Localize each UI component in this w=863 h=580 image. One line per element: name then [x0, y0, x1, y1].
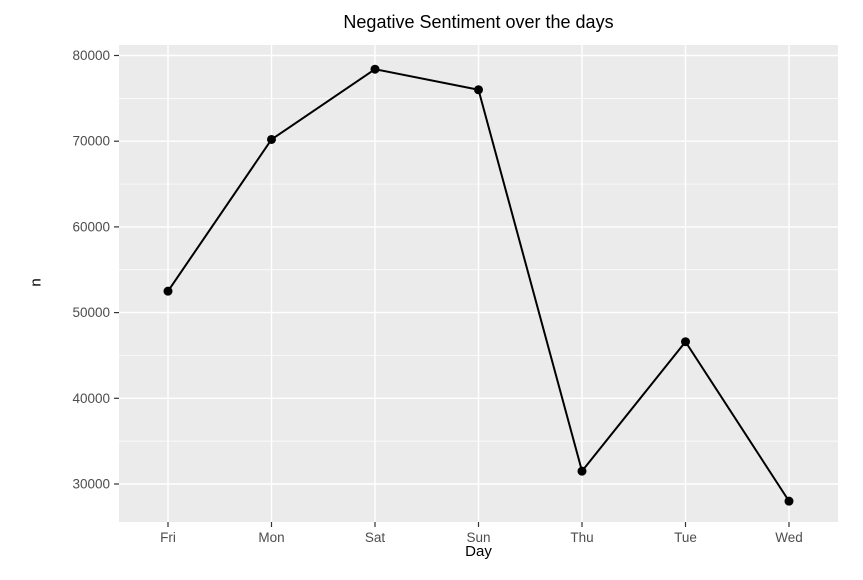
y-tick-label: 40000: [72, 391, 110, 406]
data-point-tue: [681, 337, 690, 347]
x-tick-label: Mon: [258, 530, 284, 545]
y-tick-label: 50000: [72, 305, 110, 320]
y-tick-label: 30000: [72, 477, 110, 492]
x-tick-label: Wed: [775, 530, 803, 545]
chart-title: Negative Sentiment over the days: [343, 12, 614, 32]
x-tick-label: Tue: [674, 530, 697, 545]
x-axis-title: Day: [465, 543, 492, 560]
y-tick-label: 70000: [72, 134, 110, 149]
x-tick-label: Sat: [365, 530, 386, 545]
data-point-sat: [370, 64, 380, 74]
x-tick-label: Fri: [160, 530, 176, 545]
y-tick-label: 60000: [72, 219, 110, 234]
data-point-sun: [474, 85, 483, 95]
data-point-fri: [163, 286, 173, 296]
data-point-wed: [784, 496, 794, 506]
y-tick-label: 80000: [72, 48, 110, 63]
x-tick-label: Thu: [570, 530, 593, 545]
data-point-thu: [577, 466, 587, 476]
x-tick-label: Sun: [466, 530, 490, 545]
data-point-mon: [267, 134, 276, 144]
